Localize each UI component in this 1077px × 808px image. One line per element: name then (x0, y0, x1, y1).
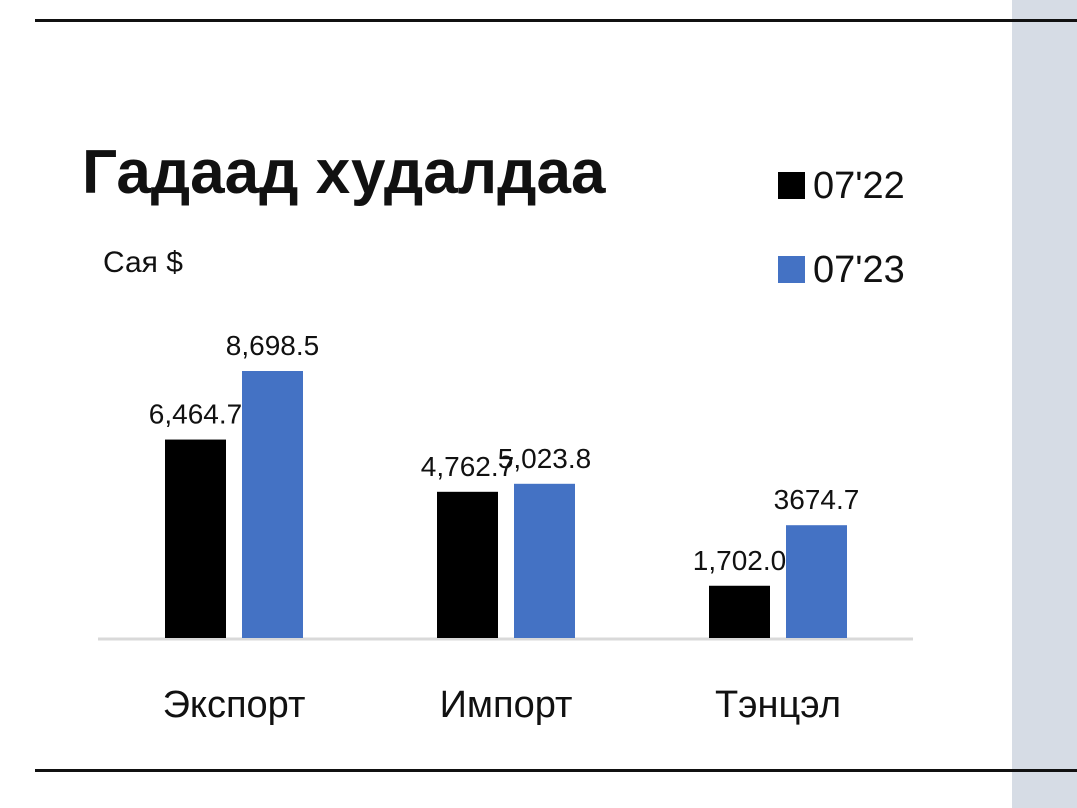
bar-2-1 (242, 371, 303, 638)
legend-swatch-1 (778, 172, 805, 199)
side-panel (1012, 0, 1077, 808)
chart-title: Гадаад худалдаа (82, 138, 606, 207)
value-label-1-1: 6,464.7 (149, 399, 242, 430)
legend: 07'22 07'23 (778, 165, 905, 291)
category-label-2: Импорт (440, 684, 573, 726)
value-label-2-3: 3674.7 (774, 484, 860, 515)
value-labels-group: 6,464.7 8,698.5 4,762.75,023.8 1,702.0 3674.… (149, 330, 860, 576)
category-label-1: Экспорт (163, 684, 306, 726)
legend-swatch-2 (778, 256, 805, 283)
unit-label: Сая $ (103, 246, 183, 279)
bar-1-2 (437, 491, 498, 638)
bar-chart: Гадаад худалдаа Сая $ 07'22 07'23 6,464.7… (82, 138, 913, 726)
value-label-1-3: 1,702.0 (693, 545, 786, 576)
legend-label-2: 07'23 (813, 249, 905, 291)
value-label-1-2: 4,762.7 (421, 451, 514, 482)
bars-group (165, 371, 847, 638)
value-label-2-1: 8,698.5 (226, 330, 319, 361)
bar-2-3 (786, 525, 847, 638)
bar-1-3 (709, 585, 770, 638)
value-label-2-2: 5,023.8 (498, 443, 591, 474)
bottom-rule (35, 769, 1077, 772)
bar-2-2 (514, 483, 575, 638)
legend-label-1: 07'22 (813, 165, 905, 207)
category-label-3: Тэнцэл (715, 684, 841, 726)
top-rule (35, 19, 1077, 22)
category-labels-group: Экспорт Импорт Тэнцэл (163, 684, 841, 726)
bar-1-1 (165, 439, 226, 638)
